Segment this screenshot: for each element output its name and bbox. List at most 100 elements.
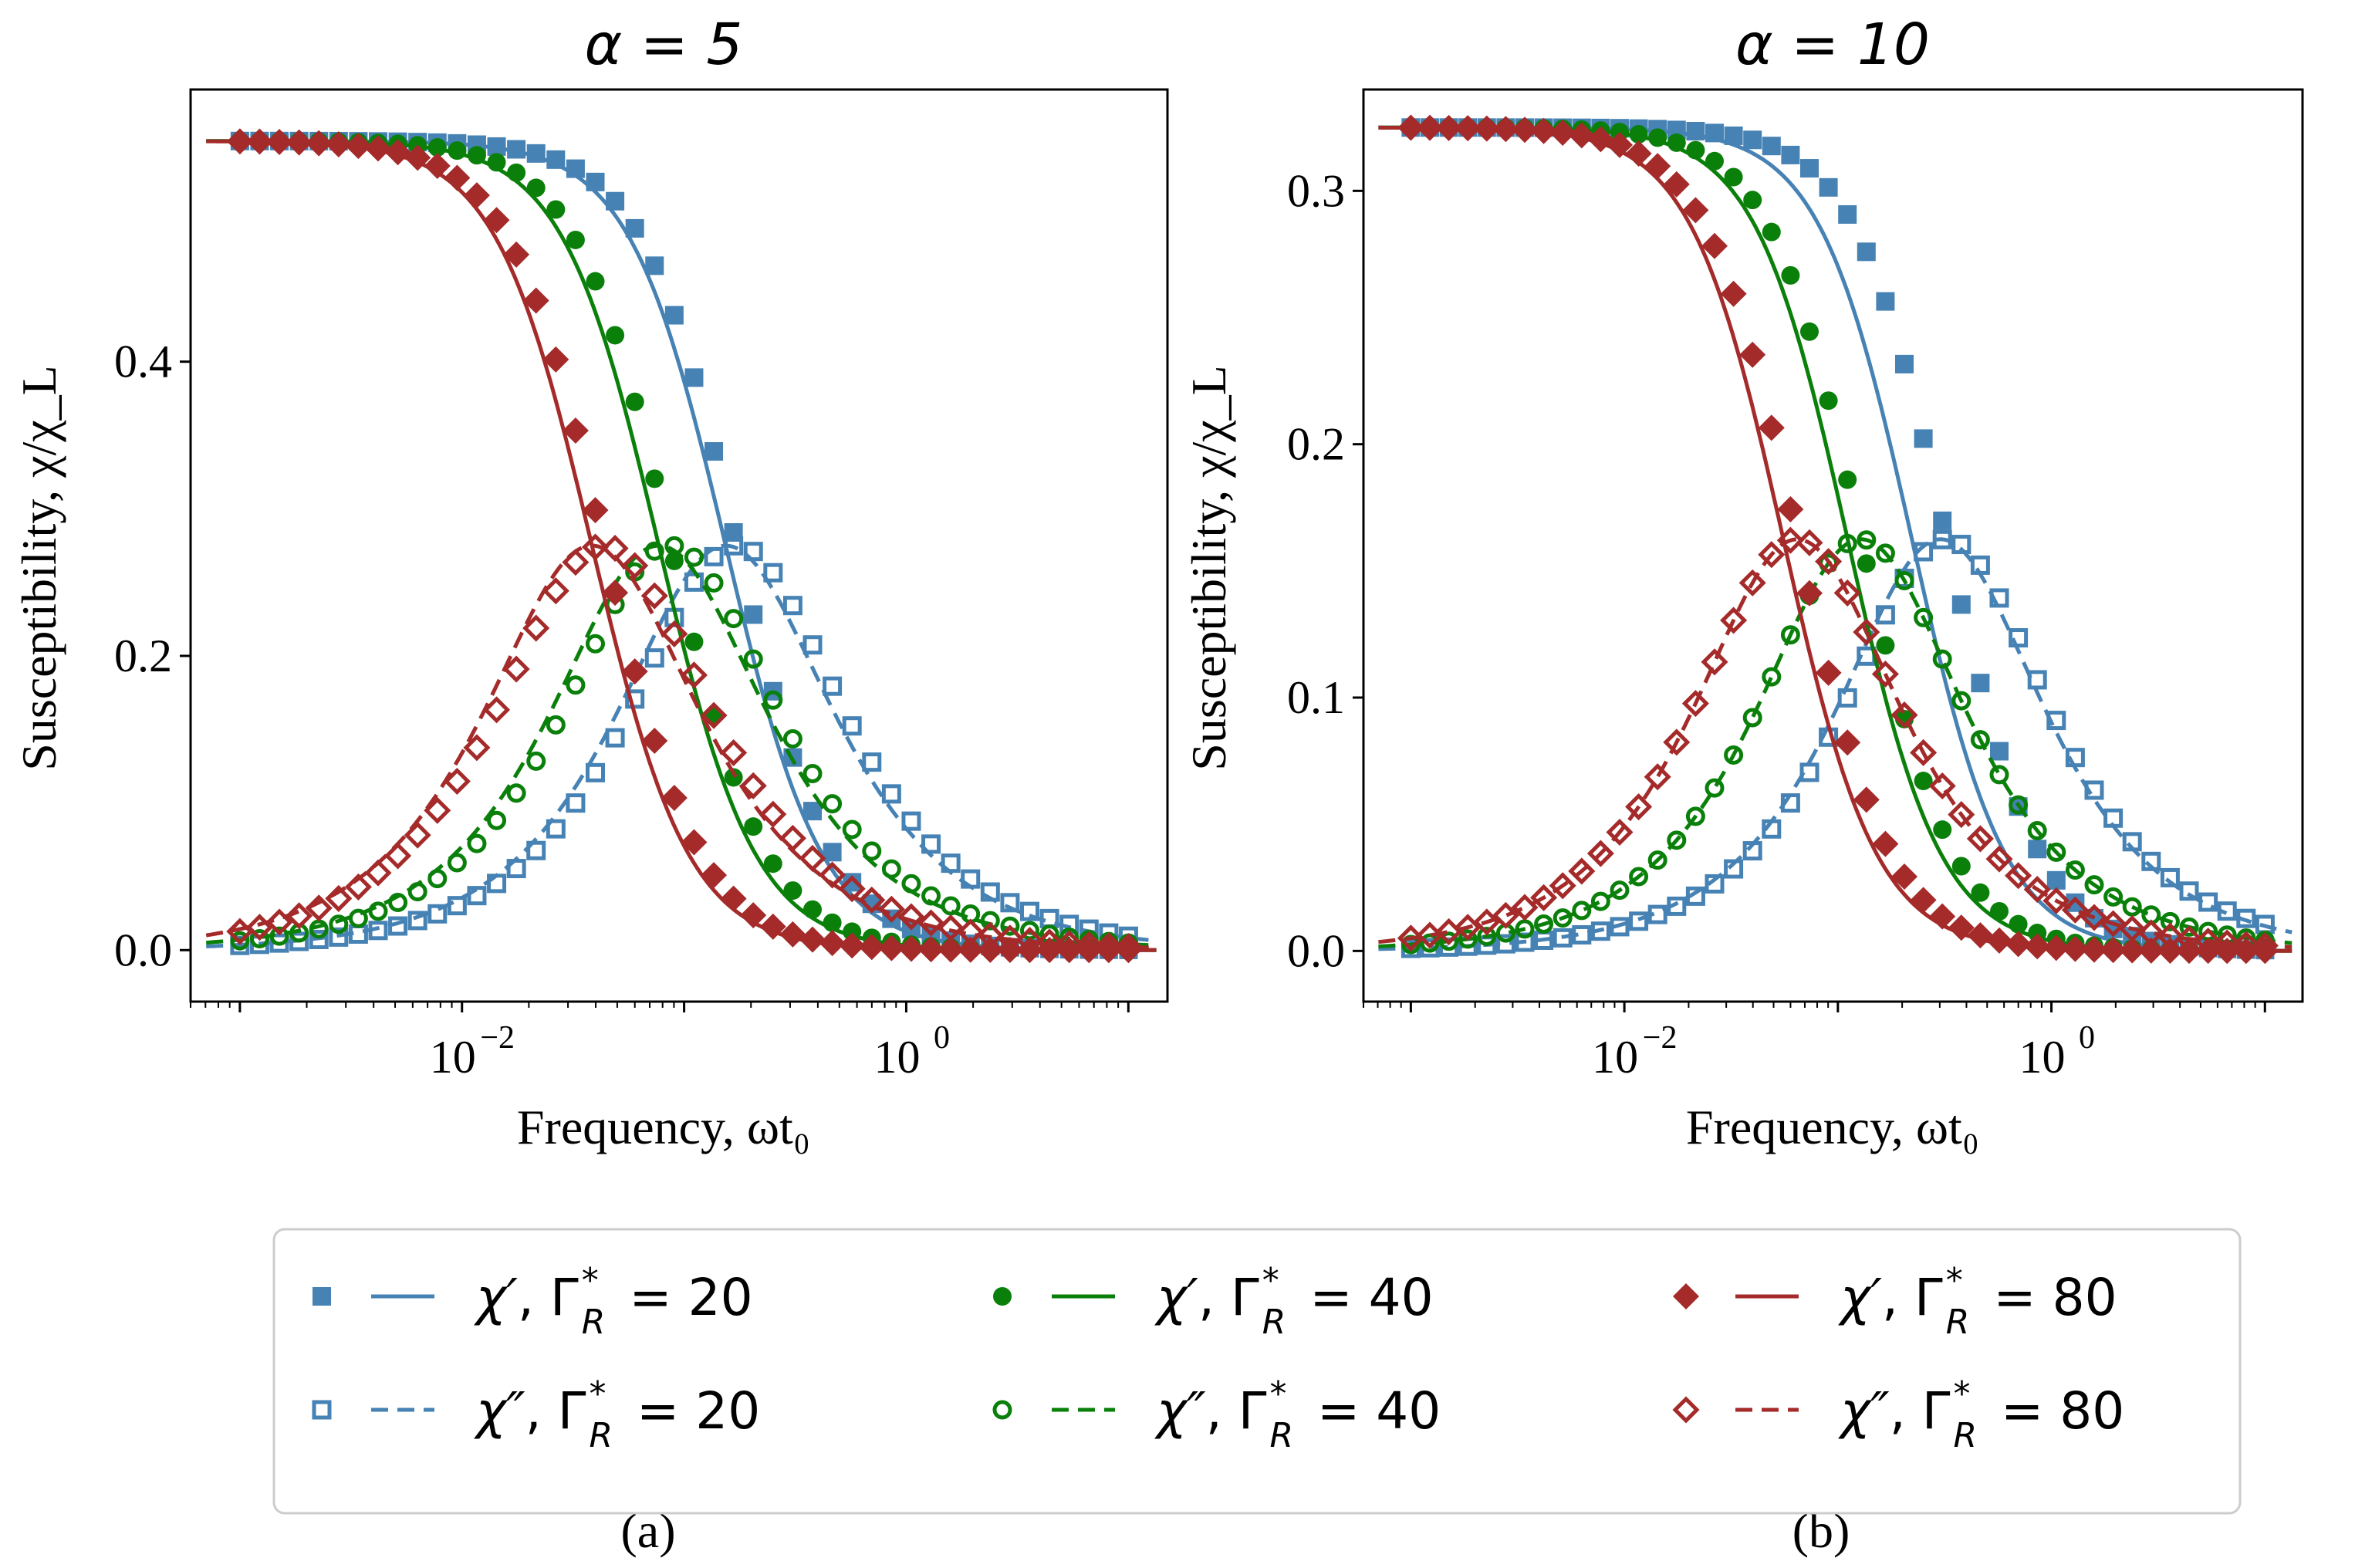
- panel-0-point-imag-gamma-40: [566, 675, 586, 695]
- panel-0-point-imag-gamma-40: [743, 649, 763, 669]
- panel-1-point-imag-gamma-40: [2046, 842, 2066, 862]
- panel-0-point-imag-gamma-20: [368, 921, 388, 941]
- panel-1-point-imag-gamma-20: [2236, 908, 2256, 928]
- panel-0-point-imag-gamma-40: [388, 892, 408, 912]
- legend-gamma-value: = 40: [1301, 1381, 1441, 1441]
- panel-0-point-imag-gamma-20: [1000, 893, 1020, 913]
- panel-1-point-imag-gamma-20: [2141, 851, 2161, 871]
- panel-1-point-real-gamma-80: [1606, 131, 1633, 158]
- panel-1-point-real-gamma-80: [1416, 114, 1443, 141]
- y-tick-label: 0.0: [114, 924, 172, 975]
- panel-1-point-imag-gamma-40: [1970, 730, 1990, 750]
- panel-0-point-real-gamma-80: [897, 935, 924, 962]
- legend-label: χ′, Γ* R = 80: [1838, 1261, 2117, 1342]
- panel-1-point-real-gamma-20: [1743, 130, 1762, 150]
- panel-0-point-imag-gamma-80: [779, 824, 806, 852]
- panel-b-title: α = 10: [1735, 12, 1930, 78]
- y-tick-label: 0.1: [1287, 672, 1345, 723]
- panel-0-point-imag-gamma-40: [526, 751, 546, 771]
- panel-0-markers-real-gamma-80: [226, 128, 1142, 964]
- panel-0-point-real-gamma-80: [661, 785, 688, 812]
- panel-0-point-imag-gamma-80: [799, 844, 826, 872]
- panel-0-point-imag-gamma-20: [941, 853, 961, 874]
- x-tick-label: 10: [430, 1032, 476, 1083]
- legend-gamma: Γ: [1231, 1268, 1259, 1327]
- panel-0-point-real-gamma-20: [526, 144, 546, 163]
- y-tick-label: 0.0: [1287, 925, 1345, 976]
- panel-0-point-real-gamma-40: [427, 137, 447, 157]
- panel-0-point-real-gamma-80: [938, 936, 965, 963]
- legend-marker: [313, 1287, 331, 1306]
- legend-gamma-value: = 20: [613, 1268, 752, 1327]
- panel-1-line-imag-gamma-20: [1378, 537, 2292, 951]
- legend: χ′, Γ* R = 20 χ′, Γ* R = 40 χ′, Γ* R = 80 χ″, …: [272, 1228, 2242, 1515]
- panel-a-x-ticks: 10 −2 10 0: [190, 1002, 1130, 1083]
- legend-gamma-sup: *: [1269, 1374, 1286, 1414]
- panel-1-point-imag-gamma-20: [2103, 808, 2124, 828]
- panel-0-point-imag-gamma-80: [305, 894, 333, 922]
- panel-1-point-real-gamma-80: [1663, 171, 1690, 198]
- legend-gamma-value: = 80: [1977, 1268, 2117, 1327]
- legend-label: χ″, Γ* R = 80: [1838, 1374, 2124, 1455]
- panel-1-point-real-gamma-40: [1914, 772, 1933, 791]
- panel-1-point-imag-gamma-80: [1511, 894, 1539, 921]
- panel-0-point-imag-gamma-20: [407, 911, 427, 931]
- panel-1-point-imag-gamma-80: [1606, 818, 1634, 847]
- panel-1-point-real-gamma-80: [2042, 934, 2069, 961]
- panel-1-point-imag-gamma-20: [1553, 928, 1573, 948]
- panel-1-point-real-gamma-80: [2232, 938, 2259, 965]
- panel-0-point-imag-gamma-20: [961, 869, 981, 889]
- panel-0-point-imag-gamma-80: [976, 921, 1004, 949]
- panel-1-point-imag-gamma-40: [1724, 745, 1744, 765]
- panel-0-point-imag-gamma-40: [348, 908, 368, 928]
- panel-1-point-imag-gamma-80: [1815, 548, 1843, 576]
- legend-label: χ′, Γ* R = 20: [474, 1261, 753, 1342]
- panel-1-point-imag-gamma-40: [1477, 926, 1497, 946]
- panel-0-point-real-gamma-80: [977, 936, 1004, 963]
- panel-0-line-imag-gamma-80: [205, 543, 1157, 950]
- panel-1-point-real-gamma-80: [2024, 933, 2051, 960]
- legend-gamma-sub: R: [1269, 1416, 1293, 1455]
- legend-gamma: Γ: [1914, 1268, 1943, 1327]
- panel-0-point-imag-gamma-80: [344, 873, 372, 901]
- panel-1-point-real-gamma-40: [1667, 133, 1686, 152]
- panel-1-point-real-gamma-80: [1701, 232, 1728, 259]
- panel-1-point-imag-gamma-20: [1762, 819, 1782, 839]
- legend-label: χ″, Γ* R = 20: [474, 1374, 760, 1455]
- panel-1-markers-imag-gamma-80: [1397, 526, 2279, 959]
- panel-0-point-real-gamma-20: [566, 159, 585, 178]
- panel-0-point-imag-gamma-40: [901, 874, 921, 894]
- panel-0-point-real-gamma-80: [325, 131, 352, 158]
- panel-0-point-imag-gamma-20: [980, 882, 1000, 902]
- panel-1-point-real-gamma-20: [1876, 292, 1895, 311]
- panel-0-markers-imag-gamma-80: [226, 533, 1142, 961]
- panel-1-point-imag-gamma-20: [1724, 859, 1744, 879]
- panel-0-point-imag-gamma-40: [842, 819, 862, 840]
- panel-0-point-real-gamma-80: [424, 152, 451, 179]
- panel-0-point-imag-gamma-40: [684, 547, 704, 567]
- panel-1-point-imag-gamma-80: [2156, 922, 2184, 950]
- panel-1-point-imag-gamma-80: [1530, 884, 1558, 911]
- panel-0-point-real-gamma-40: [802, 900, 822, 919]
- panel-0-point-imag-gamma-40: [724, 609, 744, 629]
- panel-1-point-imag-gamma-80: [1586, 840, 1614, 867]
- panel-1-point-imag-gamma-40: [1762, 667, 1782, 687]
- panel-0-point-real-gamma-40: [507, 163, 526, 182]
- panel-1-point-imag-gamma-40: [1553, 908, 1573, 928]
- panel-0-point-real-gamma-80: [740, 902, 767, 929]
- panel-1-point-real-gamma-40: [1762, 222, 1781, 242]
- panel-0-point-imag-gamma-80: [522, 614, 550, 642]
- panel-0-point-imag-gamma-40: [249, 928, 269, 948]
- legend-gamma-sup: *: [582, 1261, 599, 1300]
- panel-1-point-imag-gamma-80: [1796, 529, 1823, 556]
- panel-0-point-imag-gamma-80: [502, 655, 530, 683]
- panel-1-point-imag-gamma-80: [1738, 569, 1766, 596]
- panel-0-point-imag-gamma-80: [700, 701, 728, 729]
- panel-1-point-imag-gamma-80: [2005, 862, 2032, 890]
- panel-0-point-imag-gamma-40: [487, 810, 507, 830]
- panel-0-point-imag-gamma-80: [1114, 933, 1142, 961]
- panel-0-point-imag-gamma-40: [644, 541, 664, 561]
- panel-1-point-real-gamma-80: [1834, 729, 1861, 756]
- panel-1-point-real-gamma-80: [1511, 117, 1538, 144]
- y-tick-label: 0.2: [1287, 419, 1345, 470]
